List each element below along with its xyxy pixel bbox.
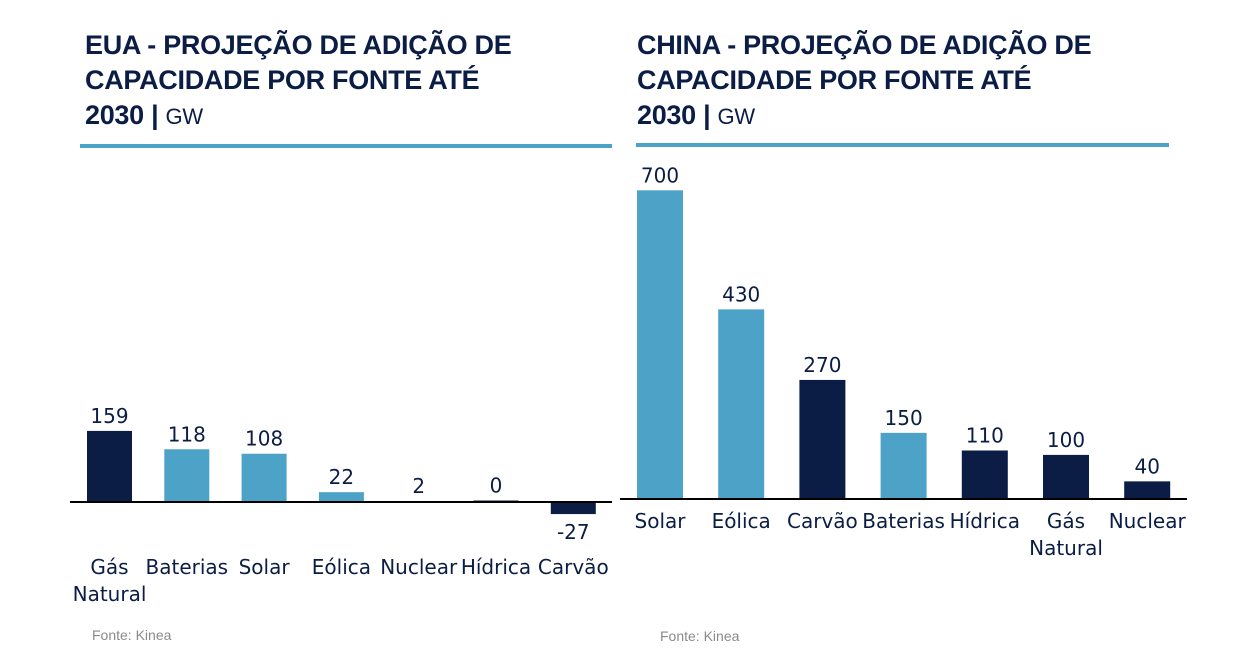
us-value-label-baterias: 118	[168, 422, 206, 446]
china-category-line: Gás	[1047, 509, 1085, 533]
us-value-label-nuclear: 2	[412, 474, 425, 498]
us-value-label-solar: 108	[245, 427, 283, 451]
us-value-label-carvao: -27	[557, 520, 590, 544]
us-title-line-3: 2030 | GW	[85, 98, 511, 134]
china-bar-nuclear	[1124, 481, 1171, 499]
china-bar-chart: 700 Solar 430 Eólica 270 Carvão 150 Baterias 110…	[620, 163, 1187, 560]
us-title-line-2: CAPACIDADE POR FONTE ATÉ	[85, 65, 480, 95]
china-bar-hidrica	[961, 450, 1008, 499]
us-title-year: 2030 |	[85, 100, 159, 130]
us-category-line: Carvão	[538, 555, 609, 579]
china-bar-gas-natural	[1043, 454, 1089, 499]
china-category-line: Hídrica	[950, 509, 1020, 533]
us-title-rule	[80, 144, 612, 148]
china-category-line: Nuclear	[1109, 509, 1187, 533]
us-category-label-nuclear: Nuclear	[380, 555, 458, 579]
us-category-line: Eólica	[312, 555, 371, 579]
us-category-line: Hídrica	[461, 555, 531, 579]
china-category-line: Solar	[635, 509, 687, 533]
us-chart-title: EUA - PROJEÇÃO DE ADIÇÃO DE CAPACIDADE P…	[85, 28, 512, 134]
us-category-line: Solar	[239, 555, 291, 579]
us-category-line: Baterias	[146, 555, 229, 579]
china-category-label-baterias: Baterias	[862, 509, 945, 533]
us-category-label-hidrica: Hídrica	[461, 555, 531, 579]
us-bar-carvao	[550, 502, 596, 515]
china-category-label-nuclear: Nuclear	[1109, 509, 1187, 533]
us-category-line: Natural	[73, 582, 147, 606]
china-bar-baterias	[880, 432, 927, 499]
us-bar-gas-natural	[87, 430, 132, 502]
china-category-line: Natural	[1029, 536, 1103, 560]
china-title-line-2: CAPACIDADE POR FONTE ATÉ	[637, 65, 1032, 95]
china-category-label-hidrica: Hídrica	[950, 509, 1020, 533]
us-category-label-baterias: Baterias	[146, 555, 229, 579]
us-category-line: Nuclear	[380, 555, 458, 579]
us-value-label-eolica: 22	[329, 465, 354, 489]
china-category-label-carvao: Carvão	[787, 509, 858, 533]
us-category-label-gas-natural: Gás Natural	[73, 555, 147, 606]
china-title-line-1: CHINA - PROJEÇÃO DE ADIÇÃO DE	[637, 30, 1092, 60]
china-chart-title: CHINA - PROJEÇÃO DE ADIÇÃO DE CAPACIDADE…	[637, 28, 1092, 134]
china-category-line: Carvão	[787, 509, 858, 533]
us-category-label-carvao: Carvão	[538, 555, 609, 579]
china-value-label-nuclear: 40	[1134, 454, 1159, 478]
china-value-label-hidrica: 110	[966, 423, 1004, 447]
china-category-label-gas-natural: Gás Natural	[1029, 509, 1103, 560]
china-title-line-3: 2030 | GW	[637, 98, 1091, 134]
china-title-rule	[636, 143, 1169, 147]
us-bar-baterias	[164, 449, 210, 502]
china-source-note: Fonte: Kinea	[660, 628, 740, 644]
china-value-label-solar: 700	[641, 163, 679, 187]
us-value-label-gas-natural: 159	[90, 404, 128, 428]
china-bar-solar	[637, 190, 683, 500]
china-category-label-eolica: Eólica	[712, 509, 771, 533]
china-title-year: 2030 |	[637, 100, 711, 130]
us-bar-chart: 159 Gás Natural 118 Baterias 108 Solar 22 Eólica…	[70, 404, 612, 606]
us-category-label-solar: Solar	[239, 555, 291, 579]
us-category-line: Gás	[90, 555, 128, 579]
china-value-label-baterias: 150	[885, 406, 923, 430]
us-value-label-hidrica: 0	[490, 474, 503, 498]
us-title-unit: GW	[165, 104, 204, 129]
us-title-line-1: EUA - PROJEÇÃO DE ADIÇÃO DE	[85, 30, 512, 60]
china-value-label-eolica: 430	[722, 282, 760, 306]
us-bar-solar	[241, 453, 287, 502]
us-source-note: Fonte: Kinea	[92, 627, 172, 643]
china-value-label-gas-natural: 100	[1047, 428, 1085, 452]
china-bar-eolica	[718, 309, 765, 499]
china-category-line: Baterias	[862, 509, 945, 533]
us-bar-eolica	[318, 492, 364, 502]
china-value-label-carvao: 270	[803, 353, 841, 377]
china-title-unit: GW	[717, 104, 756, 129]
china-category-line: Eólica	[712, 509, 771, 533]
us-category-label-eolica: Eólica	[312, 555, 371, 579]
china-category-label-solar: Solar	[635, 509, 687, 533]
china-bar-carvao	[799, 379, 846, 499]
